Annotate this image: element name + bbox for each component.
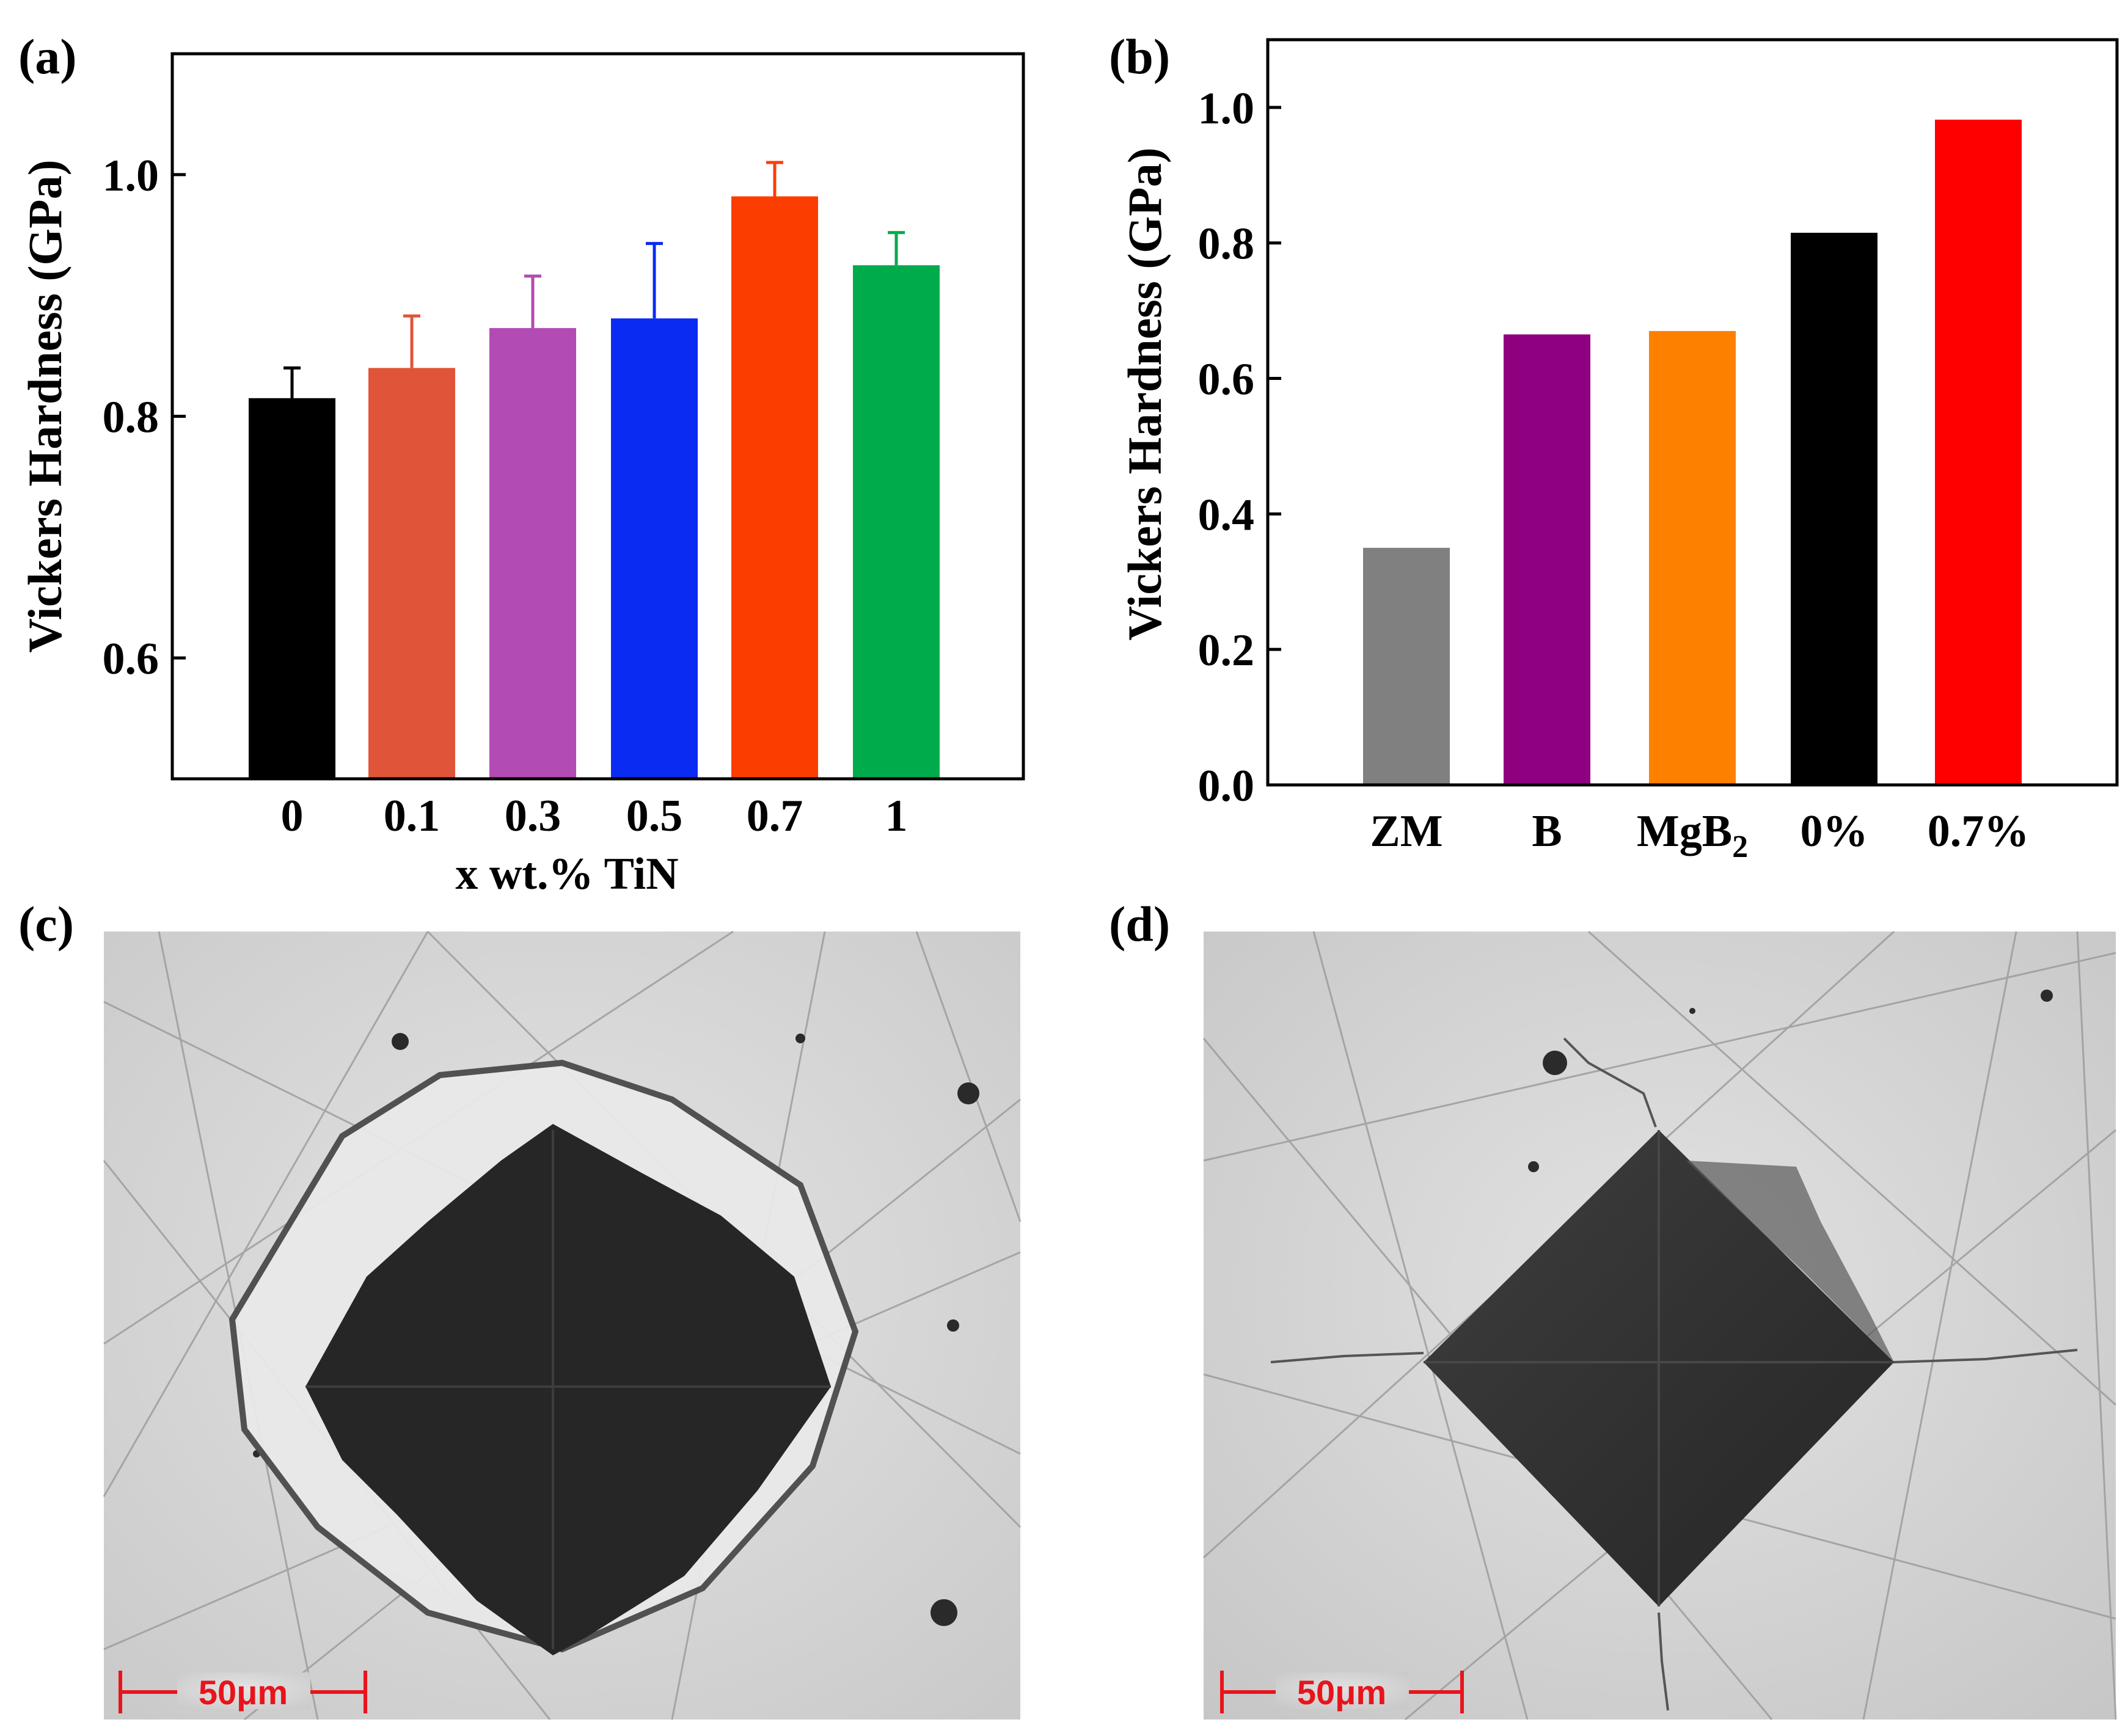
x-tick-label-a-5: 1 xyxy=(885,791,908,841)
scale-label-c: 50μm xyxy=(199,1673,288,1712)
bar-b-3 xyxy=(1791,233,1878,785)
y-tick-label-b: 1.0 xyxy=(1198,84,1255,134)
micrograph-c: (c) xyxy=(18,896,1022,1721)
bar-a-3 xyxy=(611,318,698,779)
y-tick-label-a: 0.8 xyxy=(103,393,159,443)
y-axis-label-a: Vickers Hardness (GPa) xyxy=(18,159,71,652)
x-tick-label-b-3: 0% xyxy=(1801,806,1868,856)
y-tick-label-b: 0.4 xyxy=(1198,490,1255,540)
debris-spots-d xyxy=(1528,990,2053,1172)
x-axis-label-a: x wt.% TiN xyxy=(455,849,678,899)
panel-label-a: (a) xyxy=(18,29,77,84)
panel-label-d: (d) xyxy=(1109,896,1170,952)
indent-diagonals-c xyxy=(305,1130,831,1649)
bar-a-5 xyxy=(853,265,940,779)
x-tick-label-a-0: 0 xyxy=(281,791,304,841)
x-tick-label-a-1: 0.1 xyxy=(384,791,441,841)
x-tick-label-a-3: 0.5 xyxy=(626,791,683,841)
plot-frame-b xyxy=(1266,38,2119,787)
y-tick-label-b: 0.8 xyxy=(1198,219,1255,269)
y-tick-label-a: 0.6 xyxy=(103,634,159,684)
x-tick-label-a-4: 0.7 xyxy=(747,791,803,841)
chart-b: (b) Vickers Hardness (GPa) 0.0 0.2 0.4 0.6 0… xyxy=(1109,29,2119,864)
x-tick-label-a-2: 0.3 xyxy=(505,791,561,841)
bar-b-1 xyxy=(1504,334,1590,785)
x-tick-label-b-2: MgB2 xyxy=(1637,806,1748,864)
y-tick-label-a: 1.0 xyxy=(103,151,159,201)
micrograph-d: (d) xyxy=(1109,896,2117,1721)
x-tick-label-b-1: B xyxy=(1532,806,1562,856)
panel-label-c: (c) xyxy=(18,896,74,952)
bar-a-4 xyxy=(731,196,818,779)
x-tick-label-b-0: ZM xyxy=(1370,806,1442,856)
bar-a-2 xyxy=(489,328,576,779)
bar-b-4 xyxy=(1935,119,2022,786)
panel-label-b: (b) xyxy=(1109,29,1170,84)
indent-diagonals-d xyxy=(1424,1130,1894,1607)
scale-bar-c: 50μm xyxy=(119,1671,367,1713)
bar-b-2 xyxy=(1649,330,1736,785)
chart-a: (a) Vickers Hardness (GPa) x wt.% TiN 0.… xyxy=(18,29,1025,899)
radial-cracks-d xyxy=(1270,1037,2078,1711)
y-axis-label-b: Vickers Hardness (GPa) xyxy=(1118,147,1171,640)
scale-bar-d: 50μm xyxy=(1220,1671,1464,1713)
y-tick-label-b: 0.2 xyxy=(1198,625,1255,676)
y-tick-label-b: 0.6 xyxy=(1198,355,1255,405)
debris-spots-c xyxy=(253,1033,979,1626)
y-tick-label-b: 0.0 xyxy=(1198,761,1255,811)
indentation-c xyxy=(305,1124,831,1655)
bar-a-1 xyxy=(368,368,455,779)
scale-label-d: 50μm xyxy=(1297,1673,1386,1712)
plot-frame-a xyxy=(170,52,1025,781)
bar-b-0 xyxy=(1363,547,1450,785)
x-tick-label-b-4: 0.7% xyxy=(1928,806,2030,856)
bar-a-0 xyxy=(249,398,335,779)
indent-highlight-d xyxy=(1686,1161,1894,1362)
